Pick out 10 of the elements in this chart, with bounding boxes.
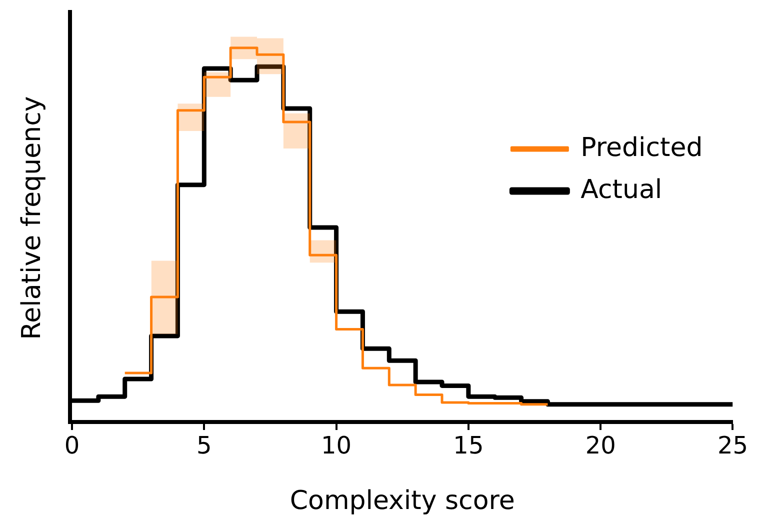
- y-axis-title: Relative frequency: [17, 96, 47, 340]
- x-tick-label: 10: [321, 432, 352, 460]
- x-tick-label: 5: [196, 432, 212, 460]
- x-tick-label: 0: [64, 432, 80, 460]
- x-tick-label: 15: [453, 432, 484, 460]
- legend-label: Predicted: [580, 132, 703, 163]
- x-tick-label: 20: [585, 432, 616, 460]
- x-tick-label: 25: [717, 432, 748, 460]
- x-axis-title: Complexity score: [290, 486, 515, 516]
- legend-label: Actual: [580, 174, 662, 205]
